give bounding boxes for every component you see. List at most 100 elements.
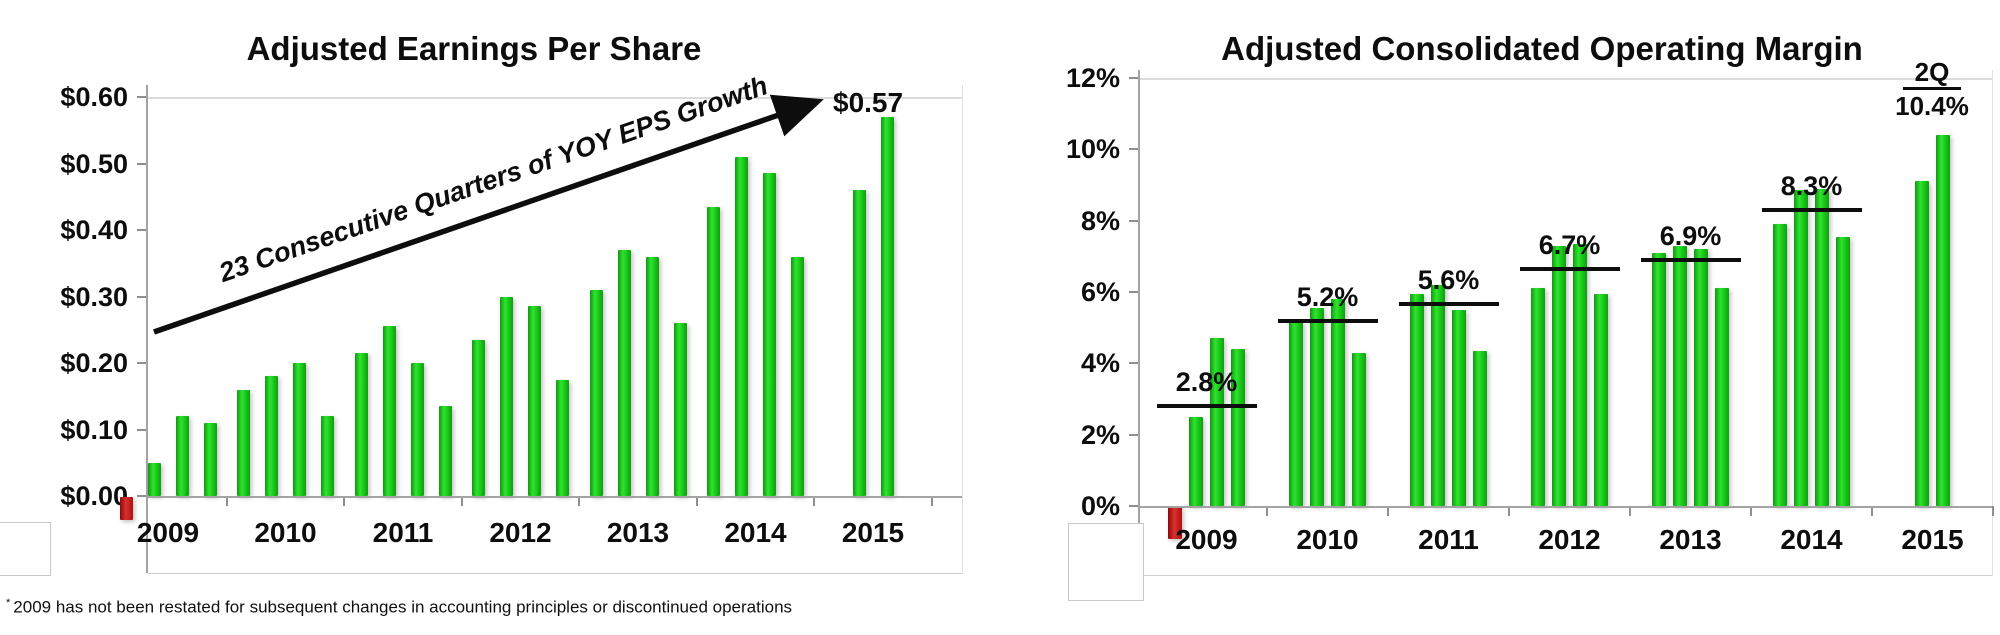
growth-arrow: [153, 94, 824, 335]
year-label: 2009: [1175, 524, 1238, 555]
x-axis-tick: [813, 496, 816, 506]
x-axis-tick: [695, 496, 698, 506]
x-axis-tick: [1629, 506, 1631, 516]
year-label: 2014: [1780, 524, 1843, 555]
year-label: 2010: [254, 517, 317, 548]
year-label: 2012: [489, 517, 552, 548]
margin-chart-title: Adjusted Consolidated Operating Margin: [1221, 30, 1863, 68]
year-label: 2015: [1901, 524, 1964, 555]
annual-average-label: 8.3%: [1780, 170, 1843, 201]
q2-margin-value: 10.4%: [1895, 91, 1969, 121]
x-axis-line: [148, 496, 962, 498]
quarterly-bar: [1473, 350, 1487, 506]
y-axis-tick: [1129, 219, 1140, 222]
annual-average-label: 2.8%: [1175, 367, 1238, 398]
annual-average-line: [1398, 302, 1499, 307]
quarterly-bar: [500, 296, 513, 496]
quarterly-bar: [589, 289, 603, 496]
annual-average-line: [1519, 266, 1620, 271]
quarterly-bar: [1331, 299, 1345, 506]
quarterly-bar: [203, 422, 217, 496]
annual-average-line: [1156, 404, 1257, 409]
quarterly-bar: [293, 363, 306, 496]
quarterly-bar: [1594, 293, 1608, 506]
y-axis-label: $0.00: [60, 481, 128, 511]
quarterly-bar: [1210, 338, 1224, 506]
footnote-text: 2009 has not been restated for subsequen…: [13, 597, 793, 617]
year-label: 2011: [372, 517, 434, 548]
quarterly-bar: [1715, 288, 1729, 506]
margin-plot-area: 2Q 10.4% 12% 10% 8% 6% 4% 2% 0% 2009 2.8% 2010 5.2…: [1066, 58, 1994, 576]
annual-average-line: [1640, 257, 1741, 262]
x-axis-tick: [1508, 506, 1510, 516]
quarterly-bar: [1673, 245, 1687, 506]
y-axis-label: $0.20: [60, 348, 128, 378]
quarterly-bar: [1694, 249, 1708, 506]
y-axis-tick: [1129, 148, 1140, 151]
q2-underline: [1903, 87, 1961, 90]
y-axis-label: $0.10: [60, 414, 128, 445]
y-axis-label: 4%: [1080, 348, 1120, 379]
quarterly-bar: [1531, 288, 1545, 506]
quarterly-bar: [1573, 243, 1587, 506]
quarterly-bar: [321, 416, 334, 496]
x-axis-tick: [1992, 506, 1994, 516]
quarterly-bar: [1189, 416, 1203, 506]
quarterly-bar: [265, 376, 278, 496]
quarterly-bar: [237, 389, 250, 496]
y-axis-label: 12%: [1065, 63, 1120, 93]
y-axis-tick: [137, 362, 148, 364]
year-label: 2013: [606, 517, 670, 548]
quarterly-bar: [354, 353, 368, 496]
y-axis-tick: [1129, 76, 1140, 79]
x-axis-tick: [460, 496, 463, 506]
annual-average-label: 6.9%: [1659, 220, 1722, 251]
q2-period-label: 2Q: [1914, 57, 1950, 87]
y-axis-label: $0.60: [60, 82, 128, 112]
negative-quarterly-bar: [119, 497, 133, 521]
quarterly-bar: [1815, 188, 1829, 506]
quarterly-bar: [617, 249, 631, 496]
empty-legend-box: [0, 522, 51, 576]
x-axis-tick: [578, 496, 581, 506]
y-axis-tick: [137, 428, 148, 431]
quarterly-bar: [673, 323, 687, 496]
eps-chart-title: Adjusted Earnings Per Share: [246, 30, 702, 68]
operating-margin-chart: Adjusted Consolidated Operating Margin 2…: [1000, 0, 2000, 635]
y-axis-tick: [137, 229, 148, 231]
annual-average-label: 5.2%: [1296, 281, 1359, 312]
quarterly-bar: [1773, 224, 1787, 506]
quarterly-bar: [1652, 252, 1666, 506]
y-axis-tick: [137, 162, 148, 165]
quarterly-bar: [1836, 236, 1850, 506]
quarterly-bar: [382, 326, 396, 496]
eps-end-value-label: $0.57: [833, 87, 904, 118]
x-axis-tick: [1750, 506, 1752, 516]
quarterly-bar: [147, 462, 161, 496]
footnote-marker: *: [6, 597, 11, 609]
year-label: 2009: [136, 517, 200, 548]
y-axis-label: $0.30: [60, 281, 128, 312]
quarterly-bar: [175, 416, 189, 496]
x-axis-tick: [225, 496, 228, 506]
quarterly-bar: [410, 363, 424, 496]
y-axis-tick: [137, 495, 148, 497]
x-axis-tick: [1266, 506, 1268, 516]
top-gridline: [148, 97, 962, 99]
quarterly-bar: [852, 190, 866, 496]
y-axis-tick: [1129, 290, 1140, 293]
quarterly-bar: [707, 206, 720, 496]
y-axis-tick: [137, 295, 148, 298]
y-axis-tick: [137, 96, 148, 98]
y-axis-tick: [1129, 362, 1140, 365]
eps-plot-area: 23 Consecutive Quarters of YOY EPS Growt…: [60, 70, 963, 574]
quarterly-bar: [528, 306, 541, 496]
q2-2015-annotation: 2Q 10.4%: [1862, 58, 2000, 120]
y-axis-label: 10%: [1065, 134, 1120, 165]
y-axis-tick: [1129, 505, 1140, 507]
quarterly-bar: [1936, 135, 1950, 506]
y-axis-label: 8%: [1080, 205, 1120, 236]
y-axis-line: [146, 85, 148, 573]
x-axis-tick: [343, 496, 346, 506]
annual-average-line: [1761, 207, 1862, 212]
